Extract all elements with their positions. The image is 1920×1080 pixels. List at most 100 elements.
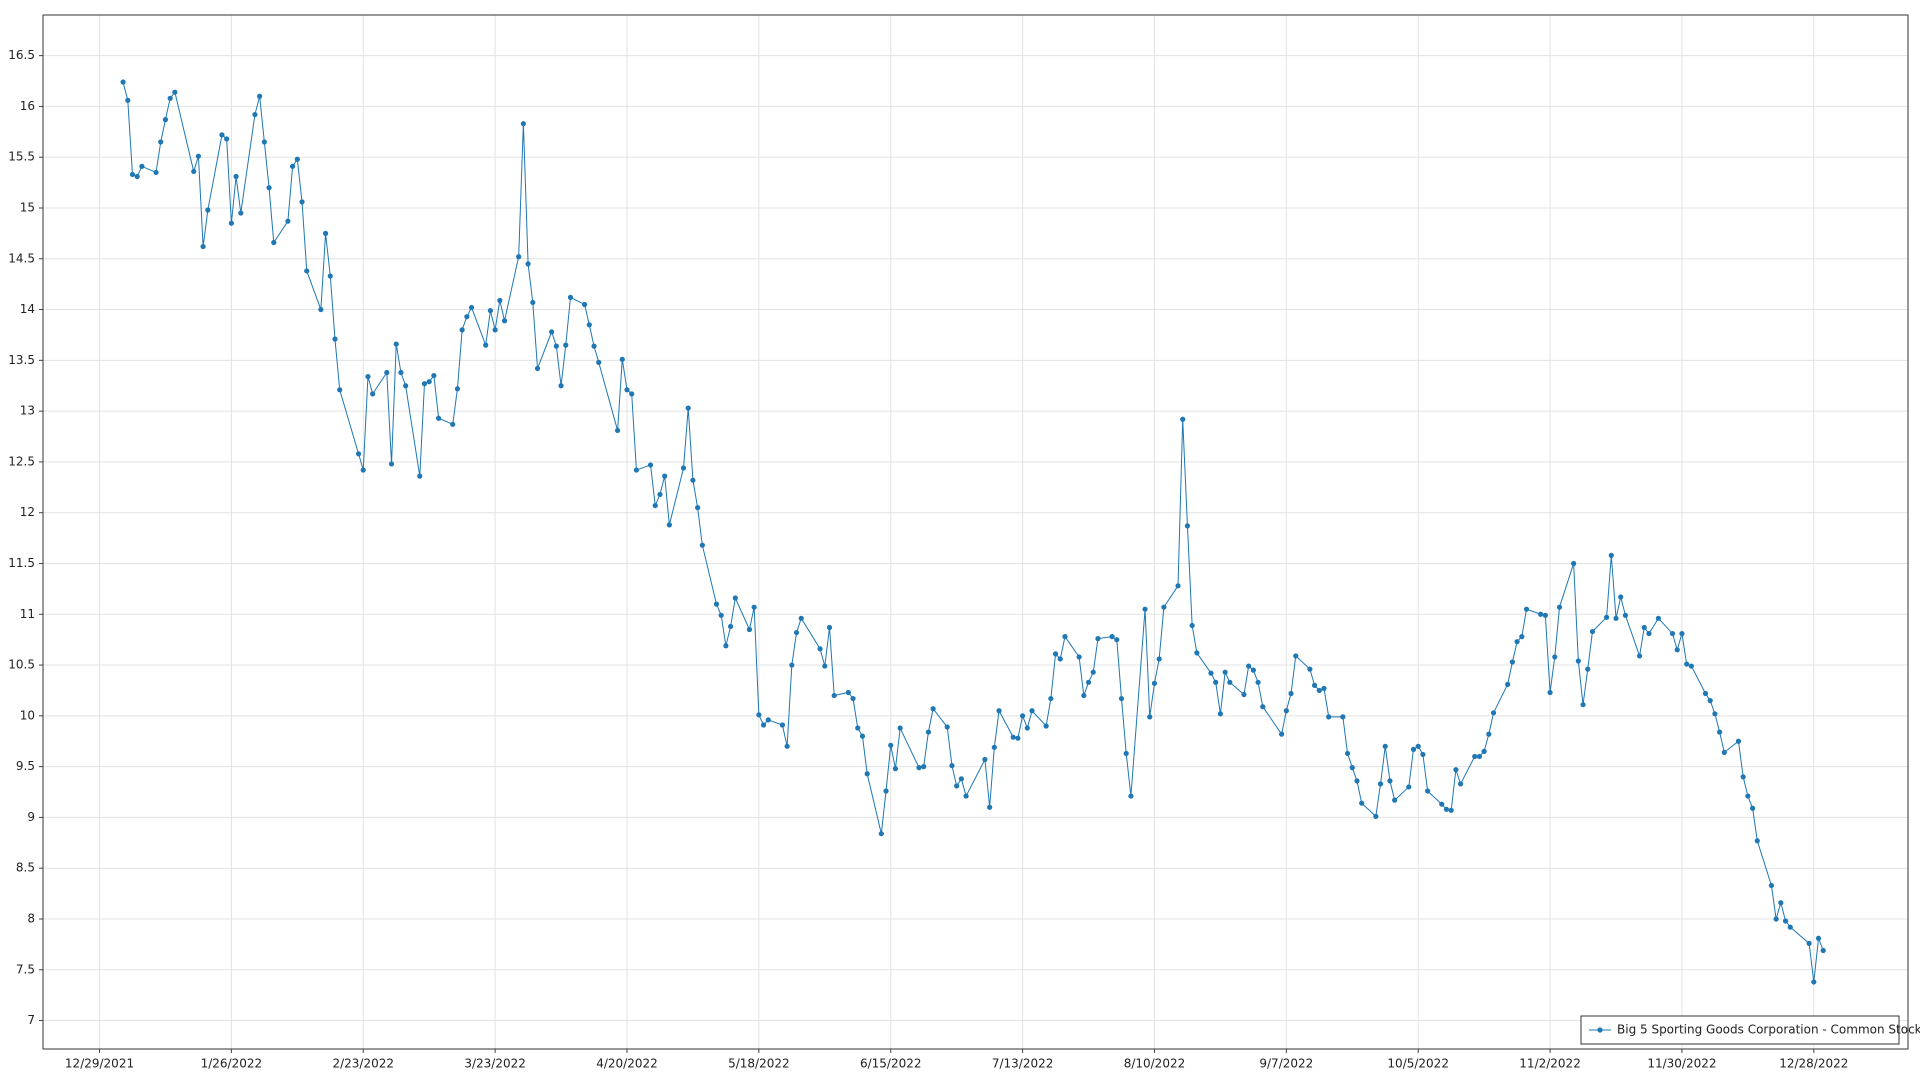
data-point <box>1085 679 1092 685</box>
data-point <box>1811 979 1817 985</box>
data-point <box>1580 702 1586 708</box>
data-point <box>294 156 300 162</box>
data-point <box>1717 729 1723 735</box>
data-point <box>954 783 960 789</box>
data-point <box>129 171 136 178</box>
data-point <box>1349 765 1355 771</box>
data-point <box>732 595 738 601</box>
data-point <box>285 218 291 224</box>
y-tick-label: 14 <box>20 302 35 316</box>
data-point <box>925 729 932 735</box>
data-point <box>1655 615 1661 621</box>
data-point <box>1260 704 1266 710</box>
data-point <box>1773 916 1779 922</box>
data-point <box>657 491 663 498</box>
data-point <box>633 467 640 473</box>
data-point <box>370 391 376 397</box>
data-point <box>252 111 258 118</box>
data-point <box>1486 731 1492 737</box>
data-point <box>996 708 1002 714</box>
data-point <box>388 461 395 467</box>
data-point <box>1213 679 1219 685</box>
data-point <box>1782 918 1789 924</box>
data-point <box>1227 679 1233 685</box>
data-point <box>299 199 305 205</box>
data-point <box>1519 634 1525 640</box>
data-point <box>1359 800 1365 806</box>
legend-marker <box>1597 1027 1603 1033</box>
data-point <box>690 477 696 483</box>
data-point <box>1142 606 1148 612</box>
y-tick-label: 10 <box>20 708 35 722</box>
data-point <box>261 139 267 145</box>
data-point <box>487 307 494 314</box>
data-point <box>1048 695 1054 702</box>
data-point <box>191 168 197 175</box>
data-point <box>1377 781 1384 787</box>
data-point <box>162 117 169 123</box>
data-point <box>987 804 993 810</box>
y-tick-label: 10.5 <box>8 658 35 672</box>
data-point <box>1128 793 1134 799</box>
data-point <box>695 505 701 511</box>
x-tick-label: 2/23/2022 <box>332 1057 394 1071</box>
data-point <box>1745 793 1751 799</box>
data-point <box>949 763 955 769</box>
data-point <box>647 462 654 468</box>
data-point <box>1279 731 1285 737</box>
data-point <box>525 261 531 267</box>
x-tick-label: 11/2/2022 <box>1519 1057 1581 1071</box>
data-point <box>1382 743 1388 749</box>
data-point <box>403 383 409 389</box>
data-point <box>723 643 729 649</box>
data-point <box>1523 606 1530 612</box>
data-point <box>1740 774 1746 780</box>
data-point <box>1090 669 1096 675</box>
data-point <box>1156 656 1162 662</box>
data-point <box>398 369 404 376</box>
data-point <box>1589 628 1596 635</box>
data-point <box>167 95 173 101</box>
data-point <box>468 304 475 311</box>
data-point <box>290 163 296 169</box>
data-point <box>483 342 489 348</box>
data-point <box>1547 689 1553 696</box>
data-point <box>1707 698 1713 704</box>
y-tick-label: 14.5 <box>8 251 35 265</box>
data-point <box>817 646 823 652</box>
data-point <box>1754 838 1760 844</box>
data-point <box>1095 636 1101 642</box>
data-point <box>878 831 884 837</box>
data-point <box>1509 659 1515 665</box>
data-point <box>1505 681 1511 687</box>
data-point <box>921 764 927 770</box>
data-point <box>1646 630 1652 637</box>
data-point <box>1787 924 1793 930</box>
x-tick-label: 5/18/2022 <box>728 1057 790 1071</box>
data-point <box>1123 750 1129 757</box>
x-tick-label: 1/26/2022 <box>201 1057 263 1071</box>
data-point <box>699 542 705 548</box>
data-point <box>1118 695 1125 702</box>
data-point <box>1768 882 1775 889</box>
y-tick-label: 12 <box>20 505 35 519</box>
data-point <box>233 173 239 180</box>
data-point <box>1684 661 1690 667</box>
data-point <box>1457 781 1464 787</box>
data-point <box>798 615 804 621</box>
data-point <box>652 502 658 509</box>
y-tick-label: 7.5 <box>16 962 35 976</box>
data-point <box>728 623 734 630</box>
data-point <box>596 359 602 365</box>
y-tick-label: 16 <box>20 99 35 113</box>
data-point <box>586 322 592 328</box>
data-point <box>200 243 206 250</box>
data-point <box>614 427 621 434</box>
data-point <box>1076 654 1082 660</box>
data-point <box>238 210 244 216</box>
data-point <box>553 343 559 349</box>
data-point <box>134 173 140 180</box>
y-tick-label: 13 <box>20 404 35 418</box>
y-tick-label: 9.5 <box>16 759 35 773</box>
data-point <box>1081 692 1087 699</box>
